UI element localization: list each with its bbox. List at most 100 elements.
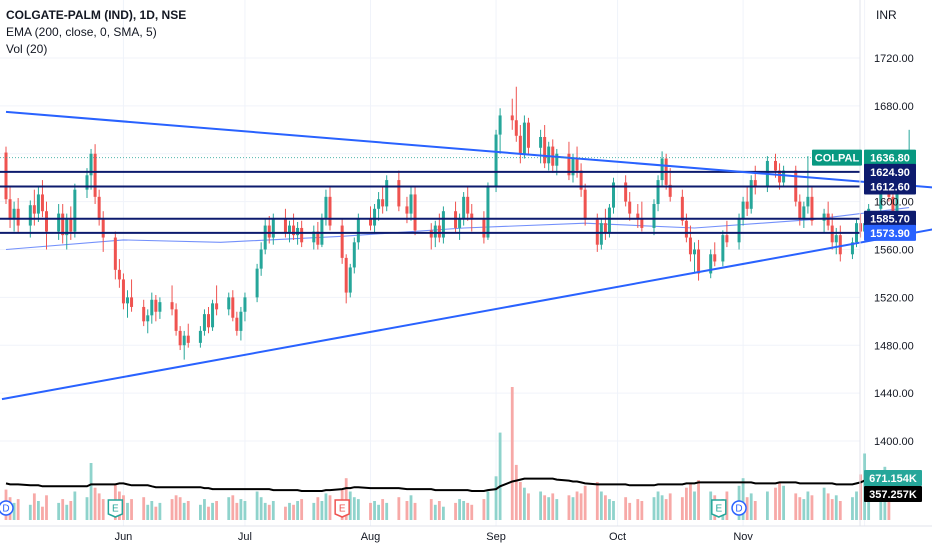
candle-body[interactable] [567, 153, 571, 176]
candle-body[interactable] [146, 315, 150, 322]
candle-body[interactable] [693, 249, 696, 255]
candle-body[interactable] [745, 201, 749, 209]
candle-body[interactable] [583, 189, 587, 220]
candle-body[interactable] [624, 182, 628, 202]
candle-body[interactable] [466, 196, 470, 214]
candle-body[interactable] [579, 170, 583, 190]
candle-body[interactable] [749, 180, 753, 209]
candle-body[interactable] [174, 309, 178, 331]
horizontal-levels[interactable] [0, 170, 860, 234]
candle-body[interactable] [170, 302, 174, 310]
candle-body[interactable] [93, 153, 97, 197]
candle-body[interactable] [142, 306, 146, 322]
candle-body[interactable] [709, 254, 713, 274]
candle-body[interactable] [154, 299, 158, 312]
candle-body[interactable] [296, 227, 300, 236]
candle-body[interactable] [28, 205, 32, 226]
candle-body[interactable] [458, 218, 462, 228]
candle-body[interactable] [40, 194, 44, 212]
candle-body[interactable] [340, 225, 344, 258]
candle-body[interactable] [211, 303, 215, 328]
candle-body[interactable] [547, 146, 551, 164]
candle-body[interactable] [599, 223, 603, 245]
candle-body[interactable] [437, 225, 441, 238]
candle-body[interactable] [207, 314, 210, 328]
candle-body[interactable] [433, 225, 437, 238]
ema-indicator-label[interactable]: EMA (200, close, 0, SMA, 5) [6, 25, 157, 39]
candle-body[interactable] [385, 180, 389, 207]
candle-body[interactable] [73, 189, 77, 232]
candle-body[interactable] [879, 182, 883, 209]
earnings-marker[interactable] [711, 499, 727, 518]
candle-body[interactable] [16, 208, 20, 226]
candle-body[interactable] [182, 335, 186, 346]
candle-body[interactable] [312, 231, 316, 243]
volume-indicator-label[interactable]: Vol (20) [6, 42, 48, 56]
candle-body[interactable] [721, 235, 725, 262]
candle-body[interactable] [798, 201, 802, 219]
earnings-marker[interactable] [334, 499, 350, 518]
candle-body[interactable] [32, 205, 36, 214]
candle-body[interactable] [526, 122, 530, 148]
candle-body[interactable] [4, 152, 8, 200]
candle-body[interactable] [713, 254, 717, 262]
candle-body[interactable] [235, 317, 239, 331]
candle-body[interactable] [810, 196, 814, 221]
candle-body[interactable] [806, 196, 810, 207]
candle-body[interactable] [292, 225, 296, 236]
candle-body[interactable] [640, 218, 644, 228]
candle-body[interactable] [539, 136, 543, 148]
candle-body[interactable] [239, 311, 243, 331]
candle-body[interactable] [680, 196, 684, 221]
candle-body[interactable] [429, 230, 433, 238]
candle-body[interactable] [348, 267, 352, 293]
candle-body[interactable] [36, 194, 40, 214]
candle-body[interactable] [684, 220, 688, 238]
candle-body[interactable] [344, 257, 348, 293]
candle-body[interactable] [571, 158, 575, 176]
candle-body[interactable] [117, 269, 121, 280]
candle-body[interactable] [65, 218, 69, 236]
candle-body[interactable] [381, 199, 385, 207]
candle-body[interactable] [575, 158, 579, 171]
candle-body[interactable] [300, 227, 304, 243]
candle-body[interactable] [288, 225, 291, 233]
candle-body[interactable] [859, 223, 863, 232]
time-axis[interactable]: Jun Jul Aug Sep Oct Nov [115, 531, 754, 543]
candle-body[interactable] [494, 134, 498, 188]
candle-body[interactable] [158, 302, 162, 312]
candle-body[interactable] [373, 208, 377, 226]
candle-body[interactable] [263, 225, 267, 250]
candle-body[interactable] [231, 297, 235, 318]
candle-body[interactable] [607, 207, 611, 233]
candles[interactable] [4, 86, 911, 360]
candle-body[interactable] [45, 211, 48, 232]
candle-body[interactable] [834, 235, 838, 243]
candle-body[interactable] [697, 249, 701, 274]
candle-body[interactable] [405, 206, 409, 214]
candle-body[interactable] [830, 225, 834, 243]
candle-body[interactable] [486, 187, 490, 238]
candle-body[interactable] [85, 175, 89, 190]
candle-body[interactable] [61, 213, 65, 236]
candle-body[interactable] [413, 194, 417, 231]
candle-body[interactable] [522, 122, 526, 154]
candle-body[interactable] [259, 249, 263, 269]
candle-body[interactable] [377, 199, 381, 209]
candle-body[interactable] [470, 213, 474, 220]
candle-body[interactable] [150, 299, 154, 316]
candle-body[interactable] [97, 196, 101, 220]
candle-body[interactable] [178, 330, 182, 346]
candle-body[interactable] [397, 180, 401, 207]
candle-body[interactable] [660, 158, 664, 181]
candle-body[interactable] [774, 160, 777, 171]
dividend-marker[interactable] [731, 500, 747, 516]
candle-body[interactable] [89, 153, 93, 176]
symbol-title[interactable]: COLGATE-PALM (IND), 1D, NSE [6, 8, 187, 22]
candle-body[interactable] [320, 218, 324, 245]
candle-body[interactable] [409, 194, 413, 214]
candle-body[interactable] [69, 218, 73, 232]
dividend-marker[interactable] [0, 500, 14, 516]
